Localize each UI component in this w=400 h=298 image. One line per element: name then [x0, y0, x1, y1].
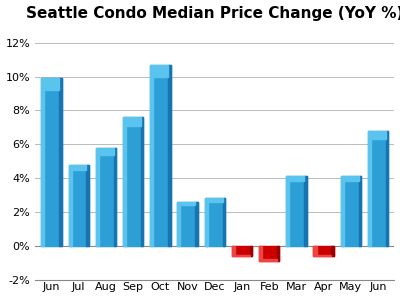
Bar [359, 176, 361, 246]
Bar [286, 176, 307, 246]
Bar [99, 148, 114, 155]
Bar [96, 148, 99, 246]
Bar [344, 176, 359, 181]
Bar [126, 117, 141, 126]
Bar [316, 255, 332, 256]
Bar [195, 202, 198, 246]
Bar [150, 65, 153, 246]
Bar [123, 117, 126, 246]
Bar [153, 65, 168, 77]
Bar [232, 246, 235, 256]
Bar [371, 131, 386, 139]
Bar [177, 202, 198, 246]
Bar [204, 198, 225, 246]
Bar [341, 176, 361, 246]
Bar [341, 176, 344, 246]
Bar [150, 65, 170, 246]
Bar [208, 198, 222, 202]
Bar [232, 246, 252, 256]
Bar [168, 65, 170, 246]
Bar [123, 117, 143, 246]
Bar [332, 246, 334, 256]
Bar [368, 131, 371, 246]
Bar [177, 202, 180, 246]
Bar [41, 78, 62, 246]
Bar [41, 78, 44, 246]
Bar [235, 255, 250, 256]
Bar [250, 246, 252, 256]
Bar [68, 164, 89, 246]
Bar [59, 78, 62, 246]
Bar [314, 246, 316, 256]
Bar [286, 176, 289, 246]
Bar [204, 198, 208, 246]
Bar [386, 131, 388, 246]
Bar [96, 148, 116, 246]
Bar [114, 148, 116, 246]
Bar [68, 164, 72, 246]
Bar [277, 246, 280, 261]
Bar [289, 176, 304, 181]
Bar [262, 259, 277, 261]
Bar [222, 198, 225, 246]
Bar [44, 78, 59, 90]
Bar [141, 117, 143, 246]
Title: Seattle Condo Median Price Change (YoY %): Seattle Condo Median Price Change (YoY %… [26, 6, 400, 21]
Bar [259, 246, 262, 261]
Bar [72, 164, 86, 170]
Bar [368, 131, 388, 246]
Bar [86, 164, 89, 246]
Bar [259, 246, 280, 261]
Bar [304, 176, 307, 246]
Bar [180, 202, 195, 205]
Bar [314, 246, 334, 256]
